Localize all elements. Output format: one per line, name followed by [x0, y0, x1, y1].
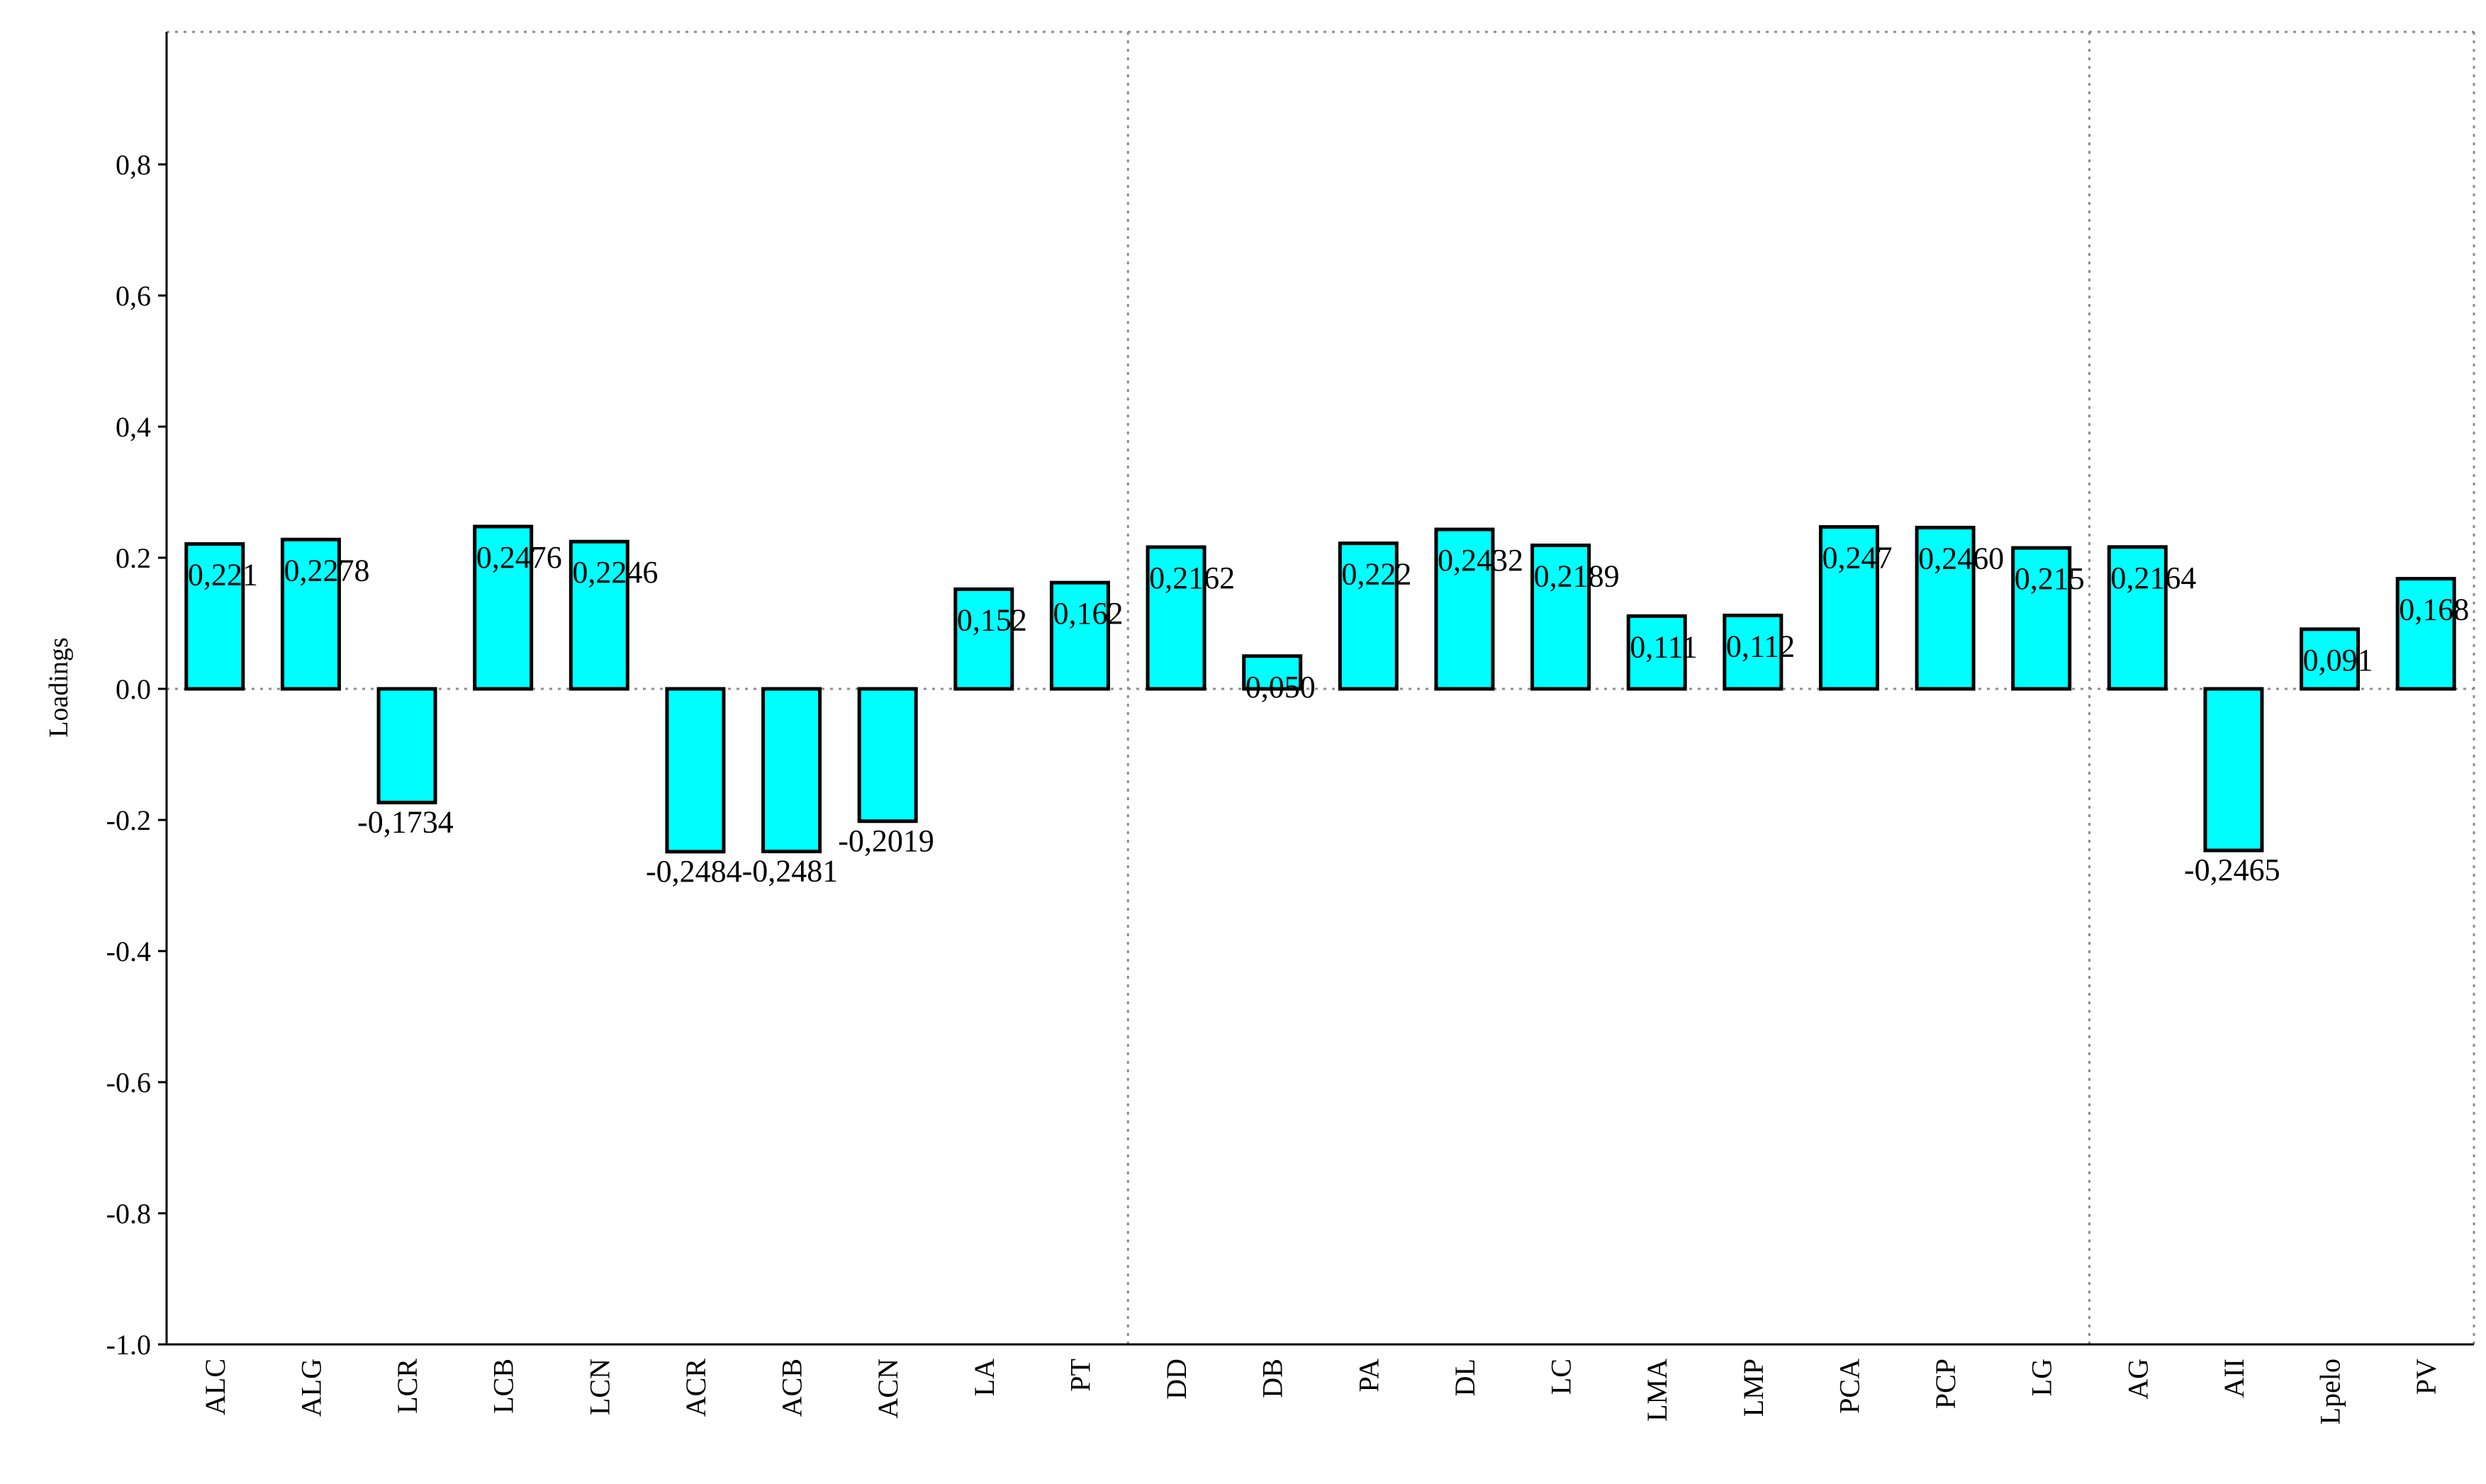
data-label: 0,2460: [1918, 541, 2004, 575]
data-label: 0,2432: [1438, 543, 1523, 578]
x-tick-label: PA: [1353, 1359, 1384, 1393]
y-tick-label: -0.6: [106, 1067, 151, 1098]
bar-lc: [1530, 544, 1591, 691]
y-tick-label: -1.0: [106, 1329, 151, 1361]
data-label: 0,2164: [2110, 561, 2196, 595]
y-tick-label: 0,4: [116, 411, 151, 443]
bar-alc: [184, 542, 245, 691]
data-label: 0,091: [2303, 643, 2373, 678]
data-label: -0,2481: [742, 853, 839, 888]
x-tick-label: LCB: [488, 1359, 520, 1414]
bar-pca: [1818, 525, 1879, 691]
x-tick-label: PV: [2410, 1359, 2442, 1395]
bar-acb: [761, 687, 822, 853]
bars: [184, 524, 2456, 854]
bar-lcb: [473, 524, 534, 691]
data-label: 0,2278: [284, 553, 369, 588]
x-tick-label: DL: [1449, 1359, 1481, 1396]
x-tick-label: LMP: [1737, 1359, 1769, 1417]
x-tick-label: AG: [2122, 1359, 2154, 1400]
y-tick-label: -0.8: [106, 1198, 151, 1230]
bar-lma: [1626, 614, 1687, 691]
x-tick-label: LCN: [583, 1359, 615, 1415]
bar-ag: [2107, 545, 2168, 691]
y-tick-label: -0.2: [106, 804, 151, 836]
data-label: 0,247: [1822, 541, 1892, 575]
data-label: 0,2189: [1534, 559, 1620, 594]
y-axis-title: Loadings: [44, 637, 74, 737]
data-label: 0,221: [188, 558, 258, 592]
x-axis: ALC ALG LCR LCB LCN ACR ACB ACN LA PT DD DB PA DL LC LM…: [167, 1343, 2474, 1424]
data-label: -0,2465: [2184, 853, 2280, 887]
bar-lmp: [1723, 613, 1784, 691]
data-label: -0,2484: [646, 854, 742, 889]
y-tick-label: 0,8: [116, 149, 151, 181]
bar-acn: [857, 687, 918, 823]
x-tick-label: PCA: [1833, 1359, 1865, 1414]
bar-dd: [1146, 545, 1206, 691]
bar-acr: [665, 687, 726, 854]
data-label: 0,162: [1053, 596, 1123, 631]
x-tick-label: PCP: [1930, 1359, 1961, 1409]
data-label: 0,2476: [476, 540, 562, 575]
data-label: 0,112: [1726, 629, 1795, 663]
bar-lcr: [376, 687, 437, 804]
bar-pt: [1049, 580, 1110, 691]
x-tick-label: LCR: [391, 1359, 423, 1414]
data-label: 0,168: [2399, 592, 2469, 627]
bar-db: [1242, 654, 1303, 691]
x-tick-label: DB: [1257, 1359, 1289, 1398]
y-tick-label: 0.0: [116, 673, 151, 705]
bar-la: [953, 587, 1014, 691]
x-tick-label: LC: [1545, 1359, 1577, 1395]
data-label: -0,1734: [357, 804, 454, 839]
data-label: 0,152: [957, 602, 1027, 637]
x-tick-label: PT: [1064, 1359, 1096, 1392]
bar-lg: [2011, 546, 2072, 691]
y-tick-label: 0.2: [116, 542, 151, 574]
group-dividers: [1126, 32, 2090, 1344]
bar-pa: [1338, 541, 1399, 691]
y-tick-label: 0,6: [116, 280, 151, 312]
data-label: 0,2246: [572, 555, 658, 590]
y-axis: 0,8 0,6 0,4 0.2 0.0 -0.2 -0.4 -0.6 -0.8 -1.0: [106, 32, 168, 1361]
x-tick-label: LA: [968, 1359, 1000, 1396]
x-tick-label: Lpelo: [2314, 1359, 2346, 1424]
x-tick-label: ACB: [776, 1359, 808, 1417]
bar-aii: [2203, 687, 2264, 853]
x-tick-label: ALG: [295, 1359, 327, 1417]
data-label: 0,215: [2015, 561, 2085, 596]
x-tick-label: ACR: [680, 1359, 712, 1417]
x-tick-label: ALC: [199, 1359, 231, 1415]
data-label: 0,050: [1245, 670, 1316, 704]
y-tick-label: -0.4: [106, 935, 151, 967]
bar-lcn: [569, 539, 629, 691]
x-tick-label: ACN: [872, 1359, 904, 1418]
x-tick-label: DD: [1160, 1359, 1192, 1400]
data-label: 0,111: [1630, 629, 1698, 664]
data-label: 0,2162: [1149, 561, 1235, 595]
bar-lpelo: [2300, 627, 2361, 691]
x-tick-label: LMA: [1641, 1359, 1673, 1422]
data-label: -0,2019: [838, 823, 934, 858]
x-tick-label: AII: [2218, 1359, 2250, 1398]
data-label: 0,222: [1341, 557, 1411, 592]
bar-pcp: [1915, 525, 1976, 691]
bar-pv: [2395, 577, 2456, 691]
x-tick-label: LG: [2026, 1359, 2058, 1396]
bar-alg: [280, 537, 341, 691]
bar-dl: [1434, 527, 1495, 691]
